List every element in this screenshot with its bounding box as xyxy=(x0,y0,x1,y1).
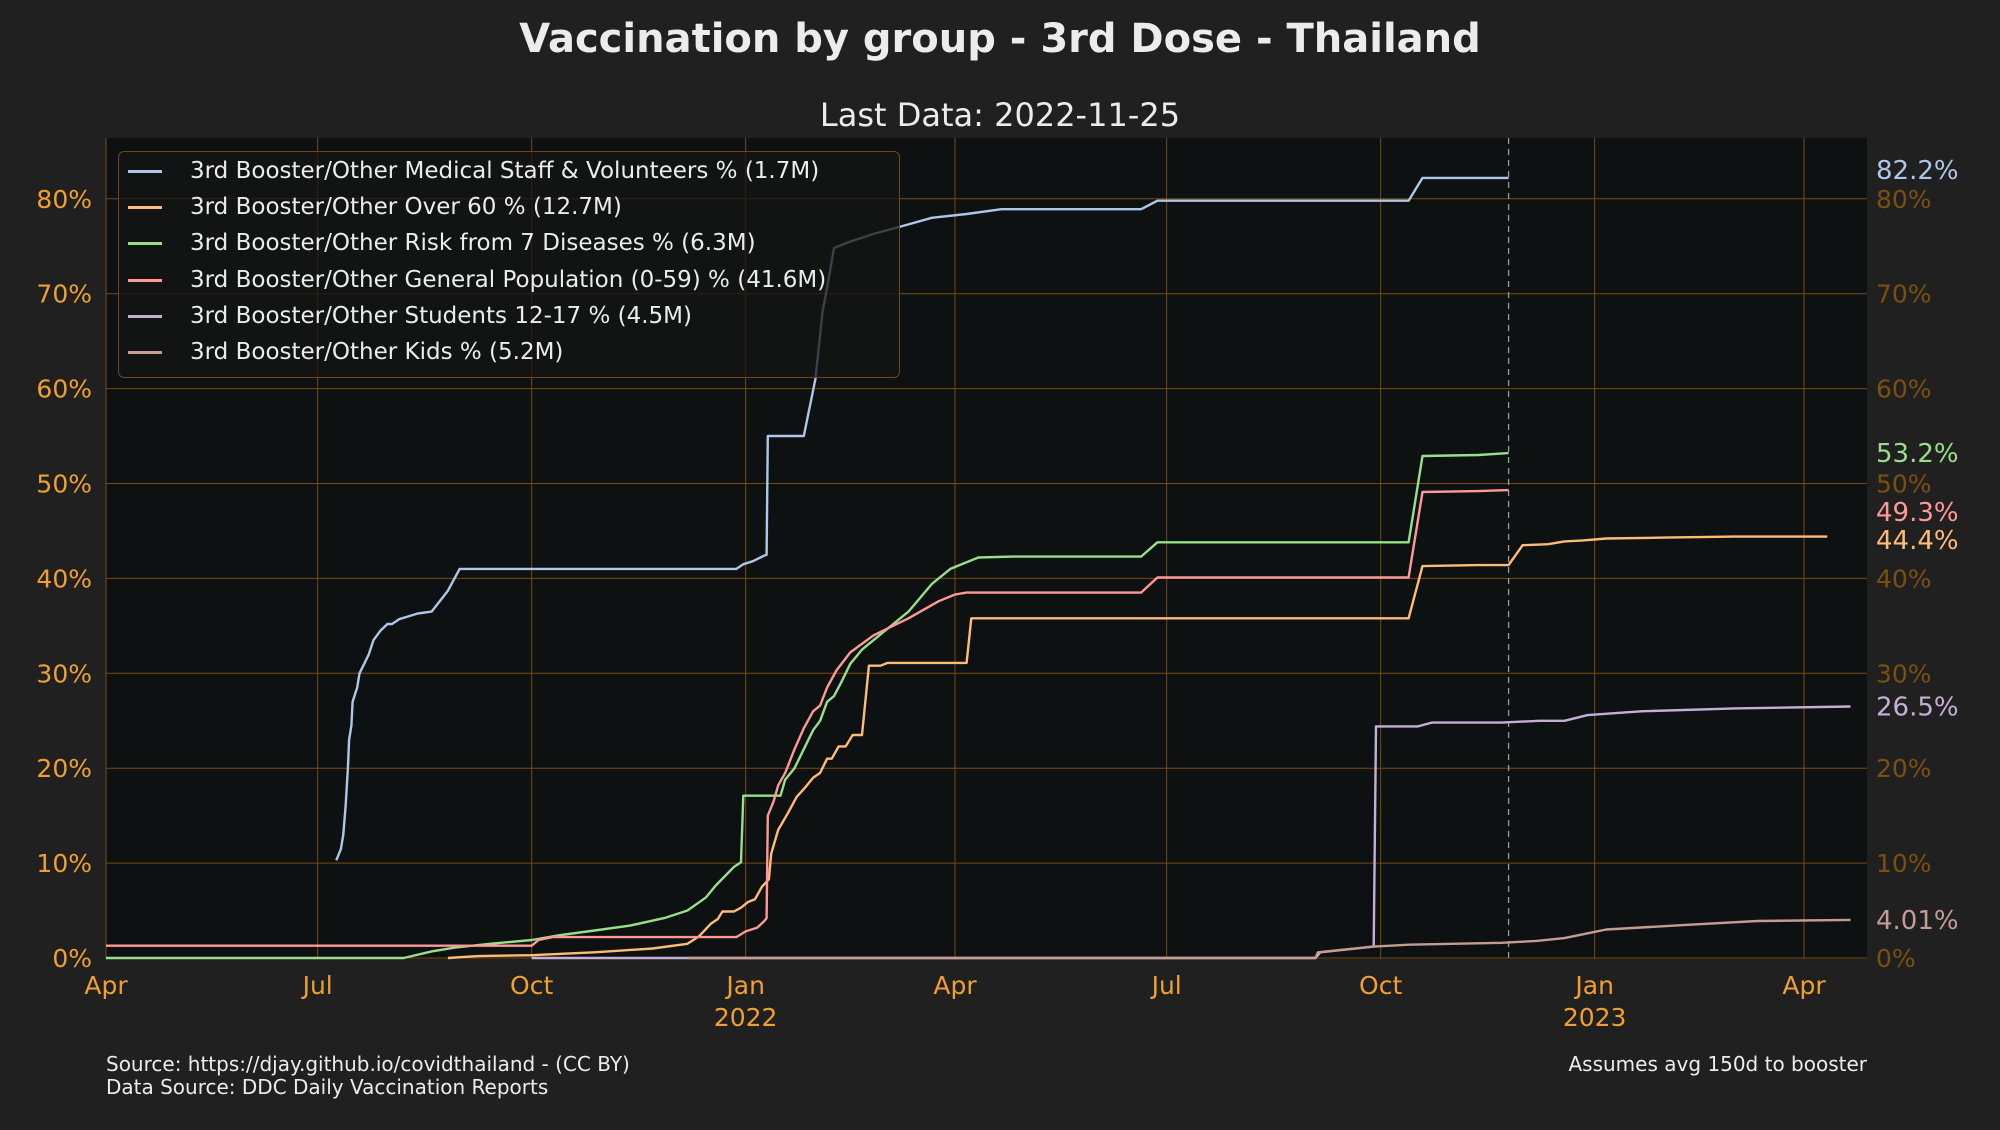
end-value-label: 49.3% xyxy=(1876,498,1959,528)
legend-label: 3rd Booster/Other General Population (0-… xyxy=(190,267,827,293)
y-tick-label-right: 50% xyxy=(1876,470,1932,499)
x-tick-year-label: 2022 xyxy=(714,1003,778,1032)
series-line-5 xyxy=(687,918,1851,960)
legend-label: 3rd Booster/Other Medical Staff & Volunt… xyxy=(190,158,820,184)
legend-label: 3rd Booster/Other Over 60 % (12.7M) xyxy=(190,194,622,220)
end-value-label: 26.5% xyxy=(1876,693,1959,723)
legend-swatch xyxy=(128,350,162,354)
x-axis: Apr Jul Oct Jan 2022 Apr Jul Oct Jan 2023 Apr xyxy=(84,971,1826,1032)
legend-swatch xyxy=(128,278,162,282)
series-line-0 xyxy=(335,176,1509,861)
y-tick-label-right: 60% xyxy=(1876,375,1932,404)
source-credit: Source: https://djay.github.io/covidthai… xyxy=(106,1053,630,1099)
legend: 3rd Booster/Other Medical Staff & Volunt… xyxy=(118,151,900,378)
x-tick-label: Jul xyxy=(1150,971,1182,1000)
y-tick-label-right: 0% xyxy=(1876,944,1916,973)
legend-swatch xyxy=(128,241,162,245)
y-tick-label-right: 30% xyxy=(1876,659,1932,688)
legend-item-over-60: 3rd Booster/Other Over 60 % (12.7M) xyxy=(119,189,622,225)
series-line-2 xyxy=(106,451,1509,960)
legend-swatch xyxy=(128,205,162,209)
legend-item-general-population: 3rd Booster/Other General Population (0-… xyxy=(119,262,826,298)
grid-lines xyxy=(105,138,1867,959)
x-tick-year-label: 2023 xyxy=(1563,1003,1627,1032)
y-tick-label-left: 50% xyxy=(36,470,92,499)
data-source-text: Data Source: DDC Daily Vaccination Repor… xyxy=(106,1075,549,1099)
series-line-1 xyxy=(447,535,1828,960)
x-tick-label: Apr xyxy=(1782,971,1826,1000)
y-tick-label-right: 70% xyxy=(1876,280,1932,309)
x-tick-label: Jan xyxy=(1573,971,1614,1000)
y-tick-label-right: 10% xyxy=(1876,849,1932,878)
end-value-label: 4.01% xyxy=(1876,906,1959,936)
legend-label: 3rd Booster/Other Risk from 7 Diseases %… xyxy=(190,230,756,256)
chart-subtitle: Last Data: 2022-11-25 xyxy=(819,96,1181,134)
x-tick-label: Jul xyxy=(301,971,333,1000)
end-value-label: 53.2% xyxy=(1876,439,1959,469)
legend-swatch xyxy=(128,314,162,318)
x-tick-label: Jan xyxy=(724,971,765,1000)
end-value-label: 82.2% xyxy=(1876,156,1959,186)
x-tick-label: Apr xyxy=(933,971,977,1000)
booster-note: Assumes avg 150d to booster xyxy=(1568,1052,1867,1076)
y-tick-label-right: 40% xyxy=(1876,564,1932,593)
legend-swatch xyxy=(128,169,162,173)
legend-item-students: 3rd Booster/Other Students 12-17 % (4.5M… xyxy=(119,298,692,334)
y-tick-label-right: 20% xyxy=(1876,754,1932,783)
y-tick-label-left: 20% xyxy=(36,754,92,783)
y-tick-label-left: 10% xyxy=(36,849,92,878)
legend-label: 3rd Booster/Other Kids % (5.2M) xyxy=(190,339,564,365)
legend-item-medical-staff: 3rd Booster/Other Medical Staff & Volunt… xyxy=(119,153,819,189)
series-lines xyxy=(106,176,1851,960)
y-axis-right: 0% 10% 20% 30% 40% 50% 60% 70% 80% xyxy=(1876,185,1932,973)
y-tick-label-left: 60% xyxy=(36,375,92,404)
legend-item-risk-7-diseases: 3rd Booster/Other Risk from 7 Diseases %… xyxy=(119,225,756,261)
y-axis-left: 0% 10% 20% 30% 40% 50% 60% 70% 80% xyxy=(36,185,92,973)
x-tick-label: Oct xyxy=(510,971,553,1000)
series-line-3 xyxy=(106,488,1509,947)
end-value-labels: 82.2% 53.2% 49.3%44.4% 26.5% 4.01% xyxy=(1876,156,1959,936)
y-tick-label-left: 80% xyxy=(36,185,92,214)
legend-label: 3rd Booster/Other Students 12-17 % (4.5M… xyxy=(190,303,693,329)
source-link-text: Source: https://djay.github.io/covidthai… xyxy=(106,1052,630,1076)
x-tick-label: Apr xyxy=(84,971,128,1000)
y-tick-label-right: 80% xyxy=(1876,185,1932,214)
end-value-label: 44.4% xyxy=(1876,526,1959,556)
legend-item-kids: 3rd Booster/Other Kids % (5.2M) xyxy=(119,334,563,370)
y-tick-label-left: 0% xyxy=(52,944,92,973)
chart-title: Vaccination by group - 3rd Dose - Thaila… xyxy=(519,16,1481,62)
y-tick-label-left: 40% xyxy=(36,564,92,593)
y-tick-label-left: 30% xyxy=(36,659,92,688)
y-tick-label-left: 70% xyxy=(36,280,92,309)
x-tick-label: Oct xyxy=(1359,971,1402,1000)
